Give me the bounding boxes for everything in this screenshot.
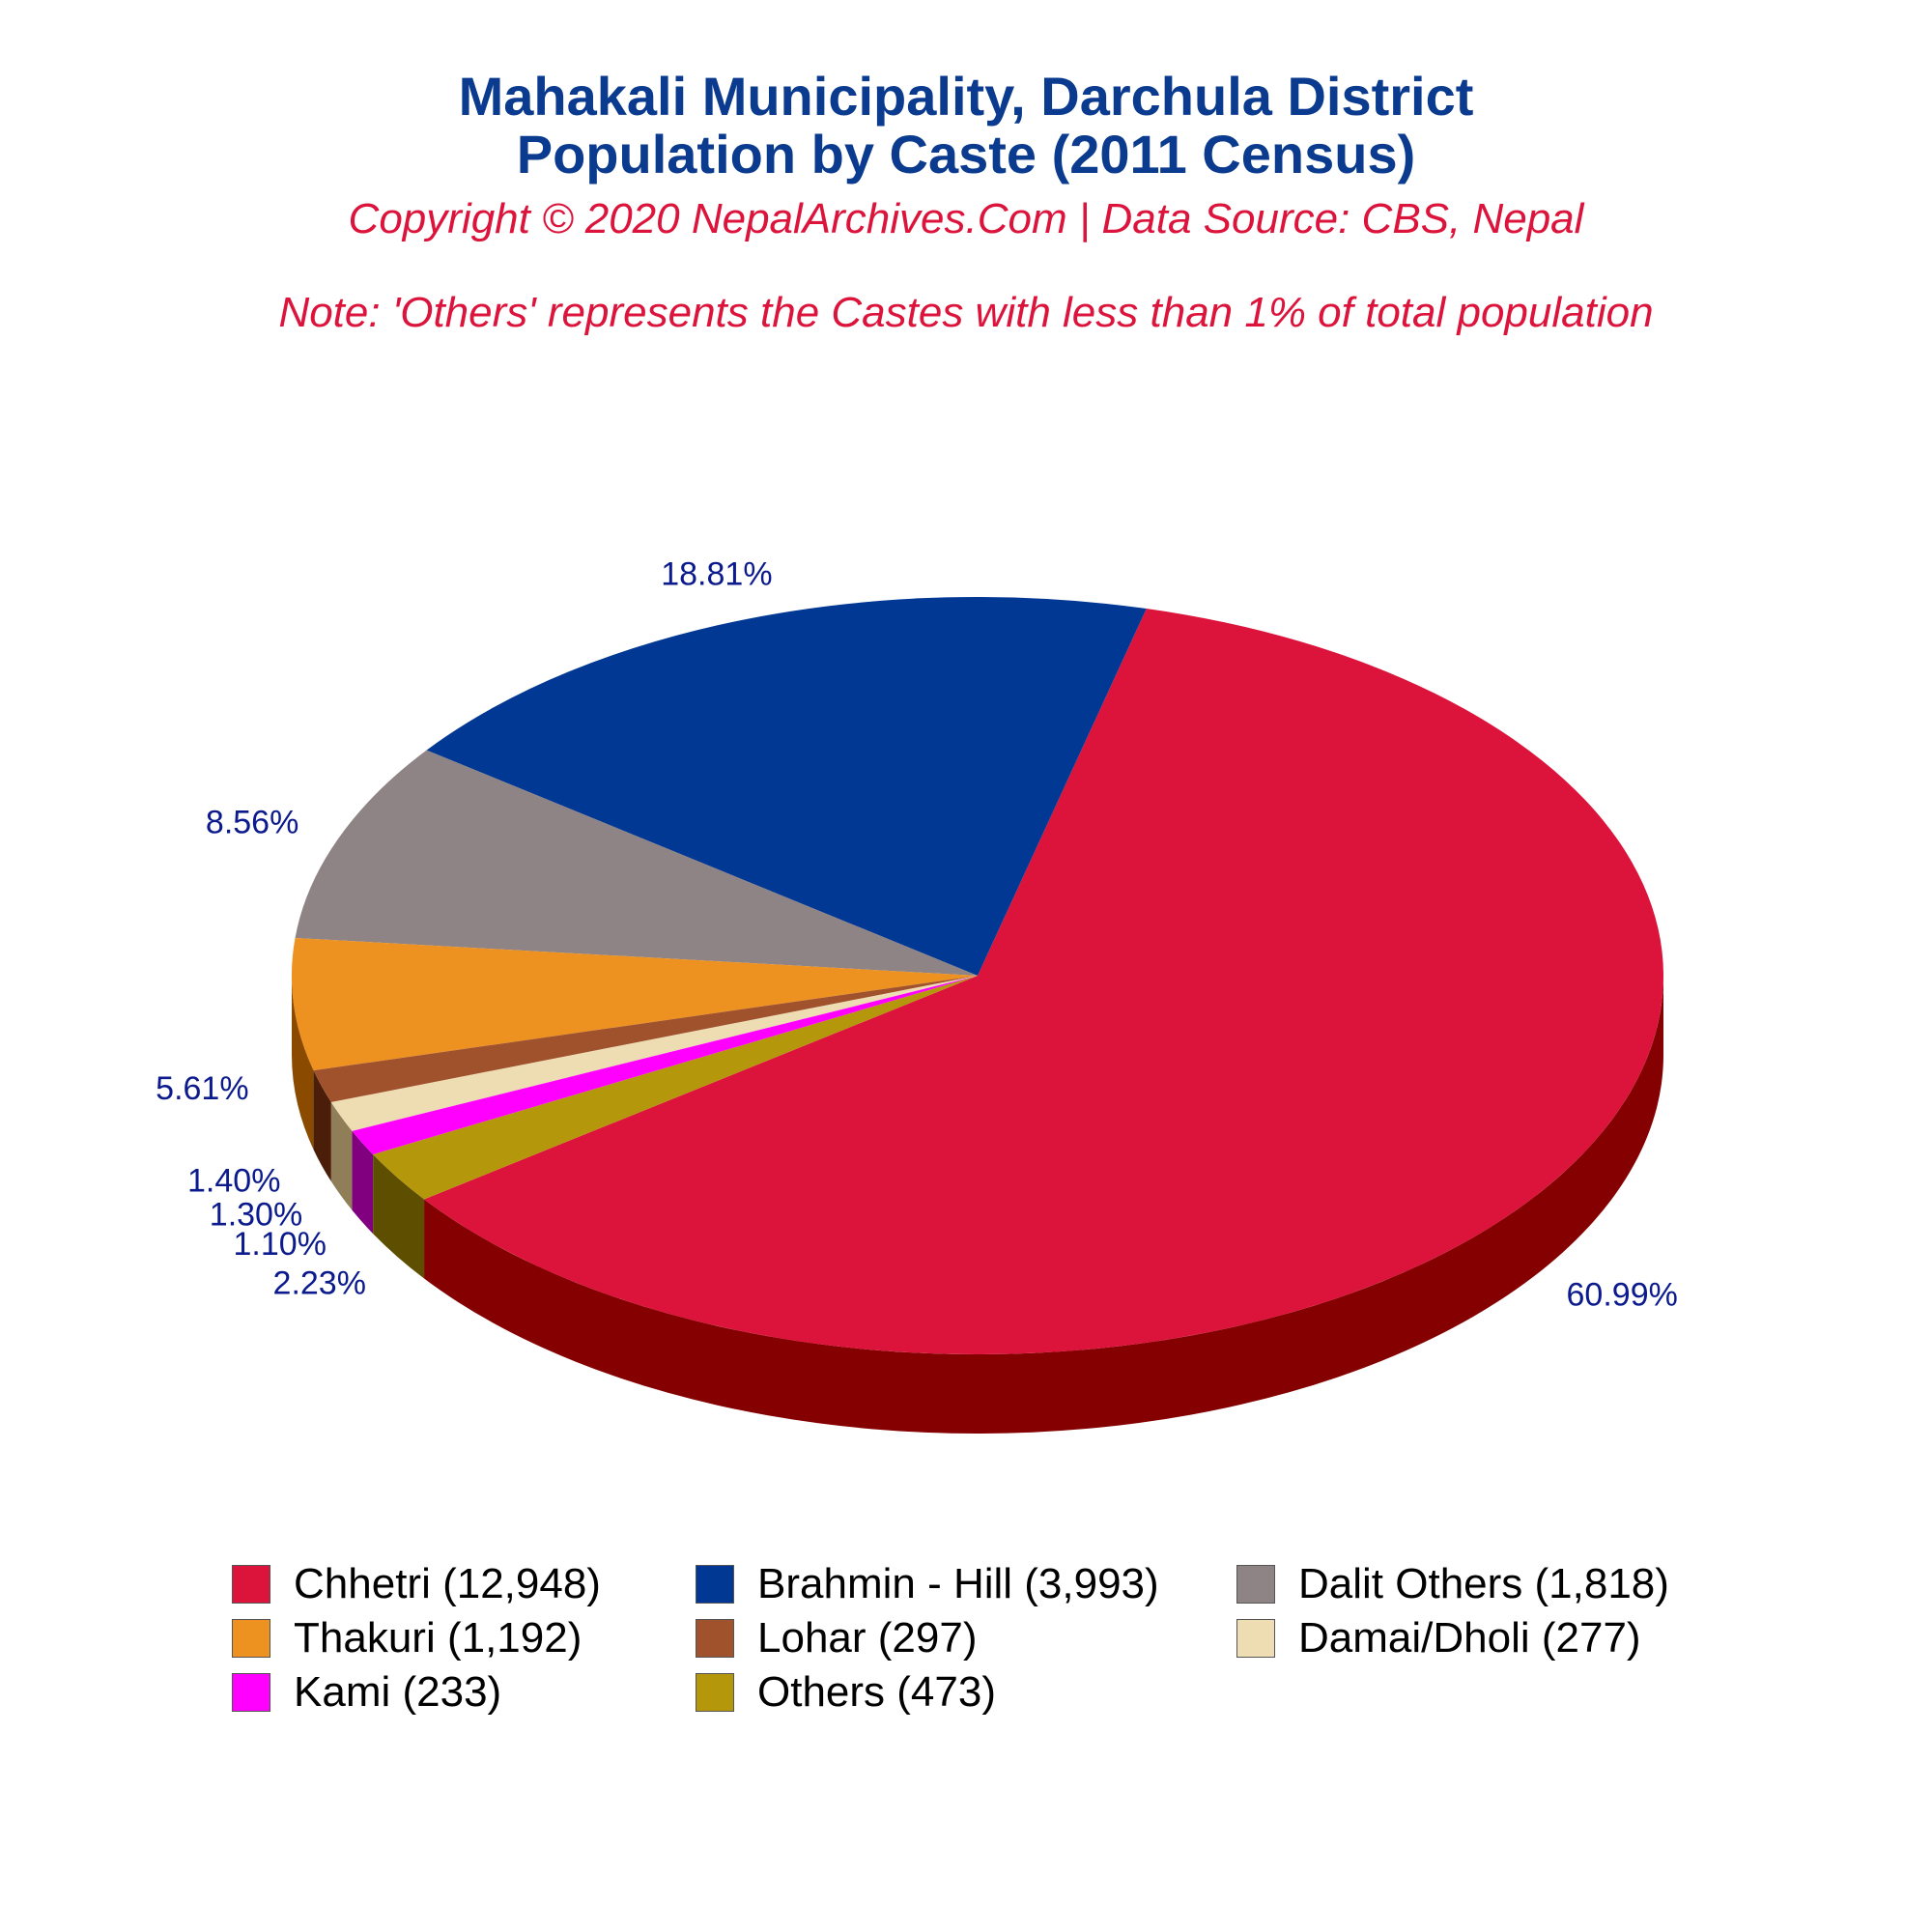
- pie-side-damai-dholi: [330, 1102, 353, 1210]
- legend-label: Dalit Others (1,818): [1298, 1560, 1669, 1607]
- legend-label: Thakuri (1,192): [294, 1614, 582, 1662]
- legend-swatch: [232, 1565, 270, 1604]
- pie-slice-chhetri: [424, 609, 1664, 1355]
- legend-swatch: [1236, 1565, 1275, 1604]
- pie-percent-label: 1.30%: [210, 1197, 302, 1234]
- legend-label: Damai/Dholi (277): [1298, 1614, 1641, 1662]
- pie-percent-label: 18.81%: [661, 556, 772, 593]
- pie-percent-label: 2.23%: [273, 1264, 366, 1301]
- legend-item: Kami (233): [232, 1668, 696, 1716]
- legend-item: Lohar (297): [696, 1614, 1236, 1662]
- pie-slice-kami: [352, 976, 978, 1155]
- pie-slice-lohar: [313, 976, 978, 1103]
- pie-slice-thakuri: [292, 937, 978, 1071]
- pie-slice-dalit-others: [295, 750, 978, 976]
- chart-title-line2: Population by Caste (2011 Census): [516, 124, 1416, 185]
- legend-item: Brahmin - Hill (3,993): [696, 1560, 1236, 1607]
- legend-item: Others (473): [696, 1668, 1236, 1716]
- pie-side-chhetri: [424, 976, 1664, 1435]
- pie-side-thakuri: [292, 976, 314, 1151]
- legend-label: Chhetri (12,948): [294, 1560, 601, 1607]
- legend-swatch: [696, 1565, 734, 1604]
- pie-slice-brahmin-hill: [426, 597, 1147, 976]
- legend-swatch: [696, 1673, 734, 1712]
- chart-legend: Chhetri (12,948) Brahmin - Hill (3,993) …: [232, 1560, 1777, 1716]
- pie-percent-label: 8.56%: [206, 805, 298, 841]
- legend-label: Lohar (297): [757, 1614, 978, 1662]
- pie-percent-label: 1.10%: [234, 1226, 327, 1263]
- legend-item: Thakuri (1,192): [232, 1614, 696, 1662]
- chart-title-line1: Mahakali Municipality, Darchula District: [458, 66, 1474, 127]
- pie-slice-others: [373, 976, 979, 1200]
- pie-percent-label: 60.99%: [1567, 1276, 1678, 1313]
- pie-side-others: [373, 1154, 425, 1279]
- chart-note: Note: 'Others' represents the Castes wit…: [278, 289, 1654, 336]
- legend-label: Others (473): [757, 1668, 996, 1716]
- pie-side-kami: [352, 1130, 374, 1235]
- legend-swatch: [232, 1673, 270, 1712]
- legend-label: Kami (233): [294, 1668, 502, 1716]
- legend-label: Brahmin - Hill (3,993): [757, 1560, 1159, 1607]
- copyright-text: Copyright © 2020 NepalArchives.Com | Dat…: [348, 195, 1584, 242]
- legend-item: Dalit Others (1,818): [1236, 1560, 1739, 1607]
- pie-percent-label: 1.40%: [187, 1162, 280, 1199]
- pie-slice-damai-dholi: [330, 976, 978, 1131]
- legend-item: Damai/Dholi (277): [1236, 1614, 1739, 1662]
- legend-swatch: [232, 1619, 270, 1658]
- pie-side-lohar: [313, 1070, 331, 1182]
- legend-swatch: [1236, 1619, 1275, 1658]
- legend-swatch: [696, 1619, 734, 1658]
- legend-item: Chhetri (12,948): [232, 1560, 696, 1607]
- pie-percent-label: 5.61%: [156, 1070, 248, 1107]
